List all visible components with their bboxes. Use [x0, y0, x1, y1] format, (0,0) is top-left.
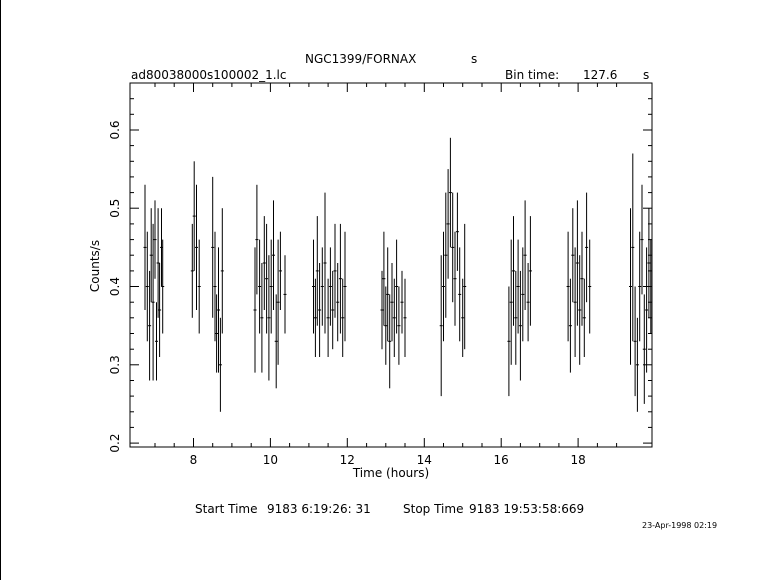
start-time-value: 9183 6:19:26: 31: [267, 502, 371, 516]
timestamp: 23-Apr-1998 02:19: [642, 521, 718, 530]
tick-labels: 8 10 12 14 16 18 0.2 0.3 0.4 0.5 0.6: [108, 120, 586, 467]
x-tick-label: 16: [494, 453, 509, 467]
bin-time-label: Bin time:: [505, 68, 560, 82]
bin-time-value: 127.6: [583, 68, 618, 82]
x-tick-label: 8: [190, 453, 198, 467]
start-time-label: Start Time: [195, 502, 258, 516]
y-tick-label: 0.5: [108, 199, 122, 218]
x-tick-label: 12: [340, 453, 355, 467]
chart-title: NGC1399/FORNAX: [305, 52, 417, 66]
y-axis-label: Counts/s: [88, 240, 102, 292]
chart-title-suffix: s: [471, 52, 478, 66]
error-bars: [143, 137, 653, 412]
bin-time-unit: s: [643, 68, 650, 82]
stop-time-value: 9183 19:53:58:669: [469, 502, 585, 516]
x-tick-label: 18: [570, 453, 585, 467]
stop-time-label: Stop Time: [403, 502, 464, 516]
left-window-edge: [0, 0, 1, 580]
y-tick-label: 0.2: [108, 434, 122, 453]
y-tick-label: 0.6: [108, 120, 122, 139]
x-tick-label: 14: [417, 453, 432, 467]
x-tick-label: 10: [263, 453, 278, 467]
plot-frame: [129, 82, 653, 448]
x-axis-label: Time (hours): [352, 466, 429, 480]
file-label: ad80038000s100002_1.lc: [131, 68, 287, 82]
axis-ticks: [130, 83, 652, 447]
y-tick-label: 0.3: [108, 355, 122, 374]
y-tick-label: 0.4: [108, 277, 122, 296]
